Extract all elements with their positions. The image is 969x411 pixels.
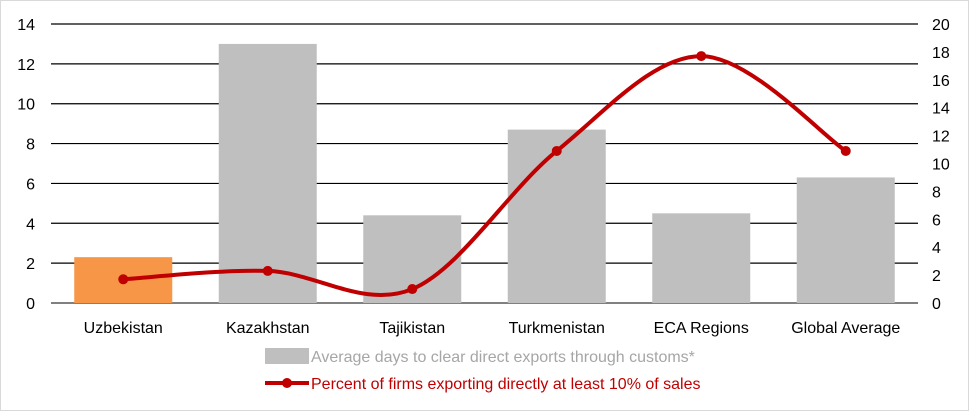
line-point xyxy=(407,284,418,295)
bar-series xyxy=(74,43,895,304)
gridlines xyxy=(51,23,918,304)
right-axis-ticks: 0 2 4 6 8 10 12 14 16 18 20 xyxy=(932,17,950,313)
right-tick-label: 18 xyxy=(932,45,950,62)
category-label: Uzbekistan xyxy=(84,320,163,337)
right-tick-label: 10 xyxy=(932,157,950,174)
right-tick-label: 4 xyxy=(932,240,941,257)
legend-line-marker xyxy=(282,378,292,388)
legend-line-label: Percent of firms exporting directly at l… xyxy=(311,376,701,393)
left-tick-label: 10 xyxy=(17,97,35,114)
line-point xyxy=(551,145,562,156)
bar xyxy=(507,129,606,303)
category-label: Turkmenistan xyxy=(509,320,605,337)
right-tick-label: 2 xyxy=(932,268,941,285)
right-tick-label: 6 xyxy=(932,212,941,229)
line-point xyxy=(696,51,707,62)
line-point xyxy=(262,265,273,276)
right-tick-label: 14 xyxy=(932,101,950,118)
left-tick-label: 0 xyxy=(26,296,35,313)
right-tick-label: 8 xyxy=(932,184,941,201)
left-tick-label: 4 xyxy=(26,216,35,233)
category-label: ECA Regions xyxy=(654,320,749,337)
category-label: Global Average xyxy=(791,320,900,337)
category-labels: Uzbekistan Kazakhstan Tajikistan Turkmenist… xyxy=(84,320,901,337)
line-point xyxy=(840,145,851,156)
right-tick-label: 16 xyxy=(932,73,950,90)
left-axis-ticks: 0 2 4 6 8 10 12 14 xyxy=(17,17,35,313)
left-tick-label: 2 xyxy=(26,256,35,273)
right-tick-label: 20 xyxy=(932,17,950,34)
bar xyxy=(652,213,751,303)
category-label: Kazakhstan xyxy=(226,320,310,337)
left-tick-label: 6 xyxy=(26,176,35,193)
bar xyxy=(796,177,895,303)
legend-bar-swatch xyxy=(265,348,309,364)
legend-bar-label: Average days to clear direct exports thr… xyxy=(311,349,695,366)
line-series xyxy=(118,51,851,297)
left-tick-label: 12 xyxy=(17,57,35,74)
legend: Average days to clear direct exports thr… xyxy=(265,348,701,393)
line-point xyxy=(118,274,129,285)
left-tick-label: 14 xyxy=(17,17,35,34)
series-line xyxy=(123,54,847,297)
left-tick-label: 8 xyxy=(26,137,35,154)
right-tick-label: 12 xyxy=(932,129,950,146)
right-tick-label: 0 xyxy=(932,296,941,313)
bar xyxy=(218,43,317,304)
category-label: Tajikistan xyxy=(379,320,445,337)
